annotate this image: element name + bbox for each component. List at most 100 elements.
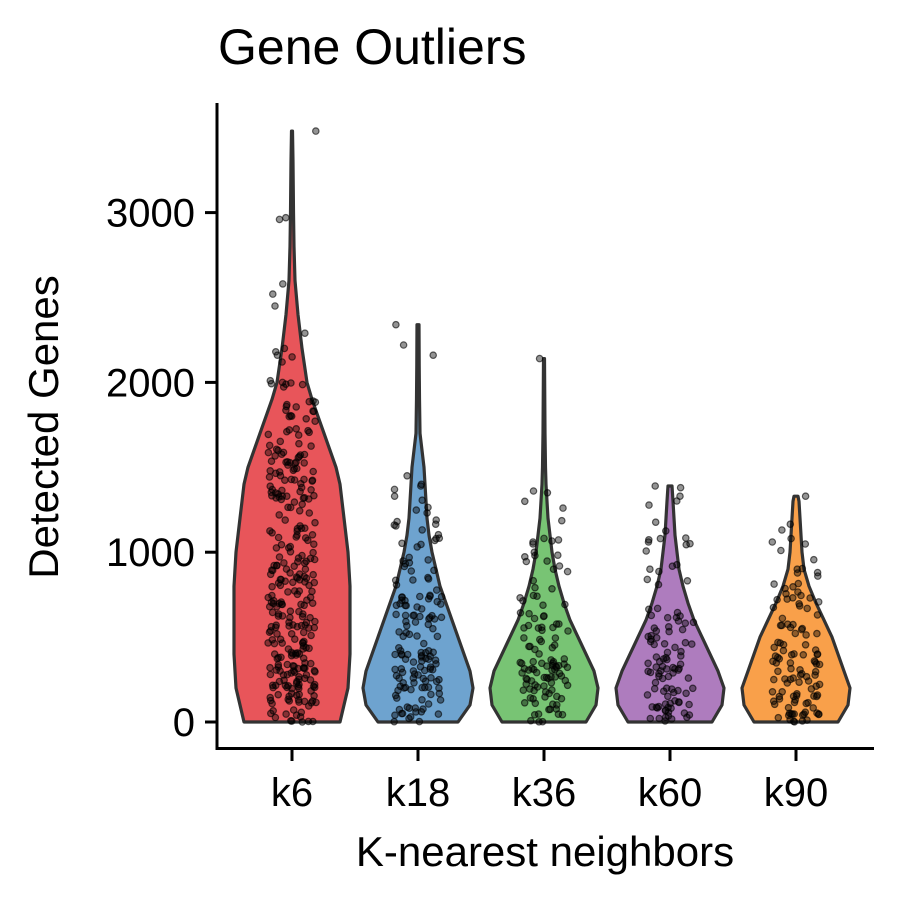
data-point — [644, 659, 652, 668]
data-point — [661, 717, 669, 725]
data-point — [563, 567, 572, 576]
data-point — [523, 675, 531, 684]
data-point — [676, 652, 685, 660]
data-point — [397, 664, 406, 673]
data-point — [392, 671, 401, 680]
data-point — [308, 530, 317, 539]
data-point — [310, 578, 319, 587]
data-point — [265, 602, 274, 611]
data-point — [308, 599, 317, 608]
data-point — [277, 598, 286, 606]
data-point — [300, 493, 309, 502]
data-point — [550, 641, 559, 649]
data-point — [391, 711, 399, 720]
data-point — [643, 575, 652, 584]
data-point — [407, 685, 415, 694]
data-point — [284, 588, 292, 596]
data-point — [676, 660, 685, 669]
data-point — [784, 703, 793, 712]
data-point — [285, 618, 293, 627]
data-point — [424, 503, 432, 512]
data-point — [290, 587, 299, 595]
data-point — [786, 520, 795, 529]
data-point — [275, 553, 284, 561]
data-point — [519, 686, 528, 695]
data-point — [398, 539, 406, 548]
data-point — [535, 717, 543, 726]
data-point — [810, 657, 819, 665]
data-point — [269, 596, 278, 605]
data-point — [434, 710, 443, 718]
data-point — [788, 593, 797, 602]
data-point — [685, 711, 694, 719]
data-point — [279, 448, 288, 457]
data-point — [553, 551, 562, 560]
data-point — [661, 527, 670, 535]
data-point — [671, 664, 679, 673]
data-point — [405, 630, 414, 639]
data-point — [417, 540, 425, 549]
data-point — [681, 638, 690, 647]
data-point — [538, 626, 546, 635]
data-point — [524, 666, 533, 674]
data-point — [302, 574, 311, 583]
data-point — [803, 716, 811, 724]
data-point — [417, 651, 426, 660]
outlier-point — [777, 546, 785, 555]
data-point — [399, 557, 407, 565]
data-point — [309, 548, 317, 557]
data-point — [529, 694, 537, 703]
data-point — [305, 428, 314, 437]
violin-k18 — [361, 323, 475, 724]
data-point — [770, 580, 778, 588]
outlier-point — [393, 517, 401, 526]
data-point — [392, 610, 400, 619]
data-point — [797, 591, 805, 600]
outlier-point — [271, 302, 279, 310]
data-point — [270, 639, 279, 648]
data-point — [287, 379, 295, 387]
data-point — [654, 580, 663, 589]
data-point — [526, 716, 535, 725]
data-point — [264, 430, 273, 439]
data-point — [265, 441, 274, 450]
data-point — [787, 650, 796, 659]
data-point — [678, 625, 687, 634]
data-point — [272, 602, 281, 611]
data-point — [267, 491, 276, 500]
data-point — [414, 671, 422, 679]
outlier-point — [644, 538, 653, 546]
y-axis-ticks: 0 1000 2000 3000 — [106, 192, 217, 745]
data-point — [804, 698, 812, 707]
data-point — [286, 503, 295, 512]
data-point — [804, 677, 813, 685]
data-point — [548, 584, 556, 593]
data-point — [300, 559, 309, 568]
data-point — [663, 692, 672, 701]
data-point — [811, 671, 819, 679]
data-point — [786, 675, 795, 684]
data-point — [271, 469, 280, 478]
data-point — [660, 639, 669, 648]
data-point — [814, 598, 823, 606]
data-point — [309, 467, 318, 476]
data-point — [546, 705, 555, 714]
data-point — [266, 693, 275, 702]
data-point — [522, 557, 531, 566]
data-point — [405, 553, 414, 562]
x-tick-label-k90: k90 — [764, 771, 829, 815]
data-point — [413, 632, 421, 640]
data-point — [270, 561, 278, 570]
outlier-point — [403, 471, 411, 480]
data-point — [423, 509, 431, 517]
violin-k60 — [614, 484, 726, 724]
data-point — [287, 669, 296, 677]
data-point — [650, 684, 659, 693]
y-tick-label: 0 — [173, 701, 195, 745]
data-point — [674, 617, 683, 625]
data-point — [667, 685, 676, 693]
data-point — [299, 654, 308, 663]
data-point — [683, 576, 692, 585]
data-point — [305, 509, 314, 517]
